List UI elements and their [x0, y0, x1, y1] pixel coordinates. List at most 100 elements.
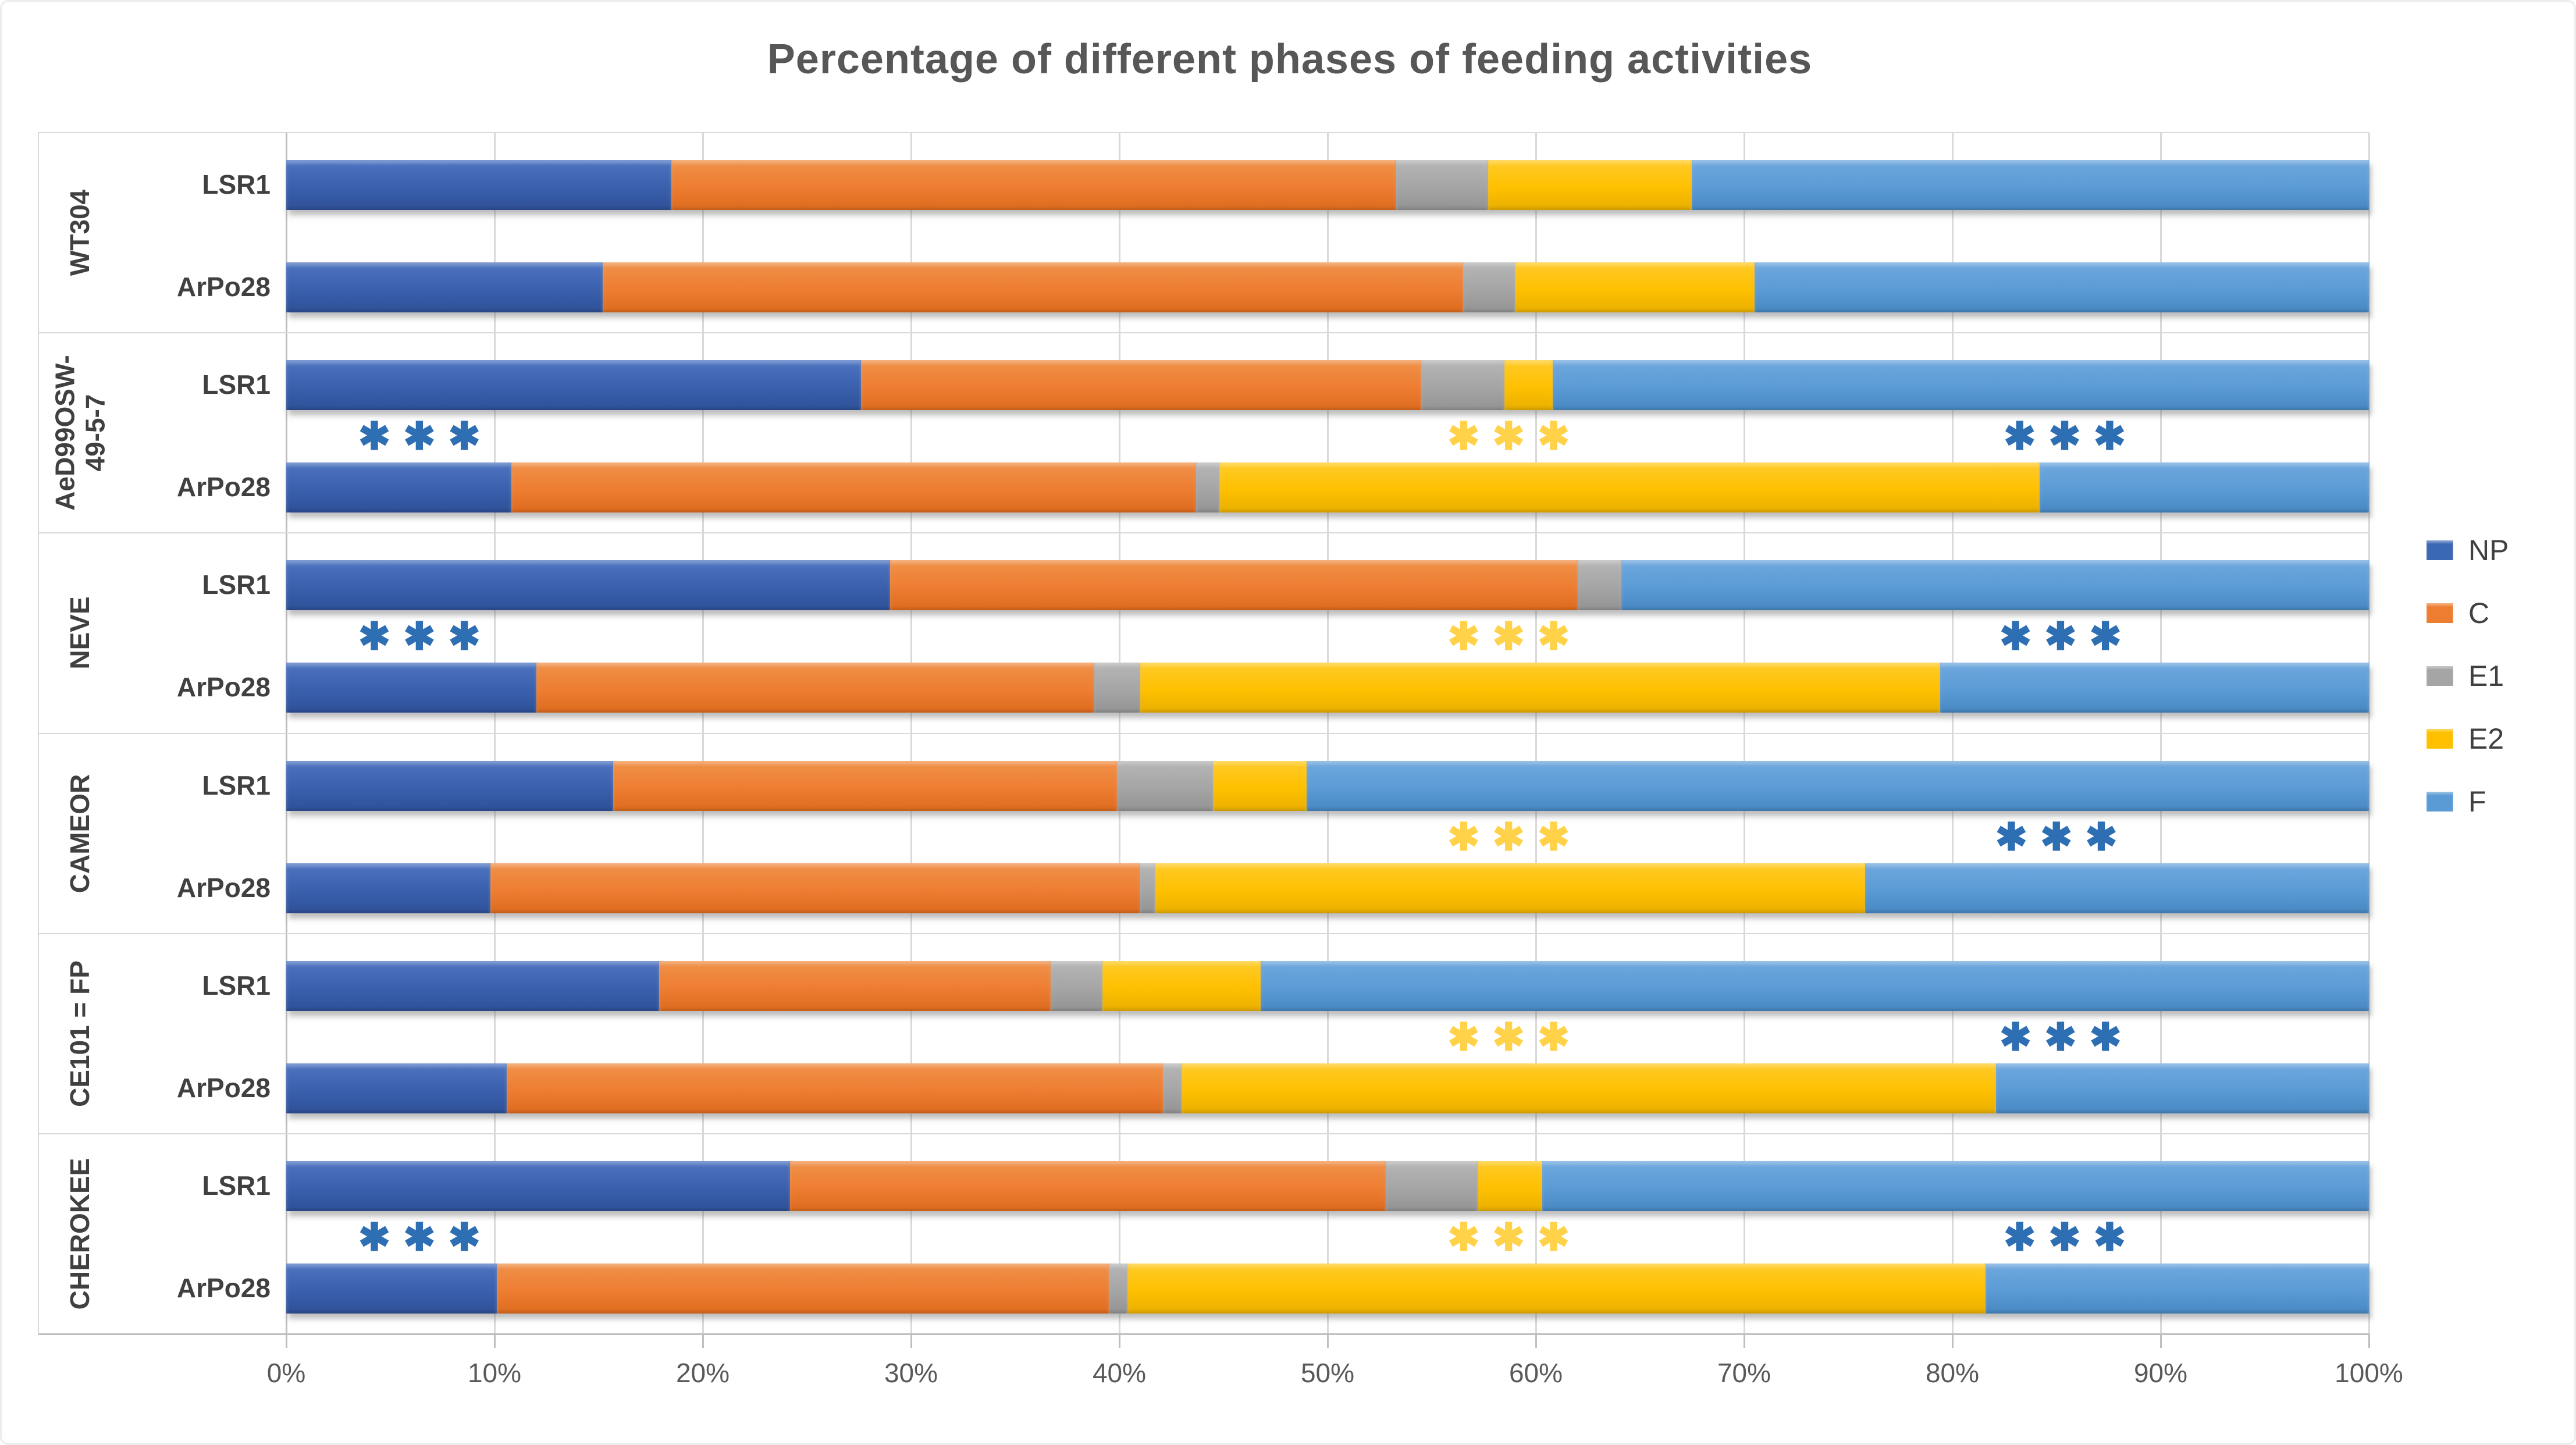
group-label-wt304: WT304 [65, 189, 95, 276]
segment-np [286, 360, 862, 411]
bar-ce101-fp-arpo28 [286, 1063, 2369, 1113]
group-label-aed99osw-49-5-7: AeD99OSW- 49-5-7 [49, 355, 110, 511]
segment-np [286, 1161, 791, 1211]
significance-stars-yellow: ✱✱✱ [1447, 614, 1583, 658]
group-separator-line [38, 1133, 2369, 1134]
segment-c [507, 1063, 1164, 1113]
bar-label-wt304-arpo28: ArPo28 [176, 272, 271, 302]
significance-stars-blue: ✱✱✱ [358, 414, 493, 458]
x-tick-label: 0% [266, 1358, 306, 1388]
segment-e1 [1109, 1263, 1128, 1314]
segment-np [286, 760, 614, 811]
segment-f [1261, 960, 2369, 1011]
segment-c [490, 863, 1140, 913]
legend-item-c: C [2426, 596, 2489, 630]
axis-tick [494, 1334, 496, 1348]
legend-item-np: NP [2426, 533, 2509, 567]
group-label-cameor: CAMEOR [65, 774, 95, 893]
gridline [2368, 133, 2370, 1334]
significance-stars-blue: ✱✱✱ [1999, 614, 2134, 658]
significance-stars-blue: ✱✱✱ [1999, 1015, 2134, 1059]
significance-stars-blue: ✱✱✱ [2004, 414, 2139, 458]
segment-f [1692, 160, 2369, 210]
label-area-border [38, 133, 39, 1334]
legend-label: NP [2468, 534, 2509, 567]
x-tick-label: 100% [2335, 1358, 2403, 1388]
segment-e1 [1094, 663, 1140, 713]
axis-tick [1327, 1334, 1329, 1348]
legend-swatch-e1 [2426, 666, 2453, 686]
legend-label: C [2468, 597, 2490, 629]
segment-np [286, 1063, 507, 1113]
group-separator-line [38, 532, 2369, 534]
segment-e2 [1504, 360, 1553, 411]
legend-label: F [2468, 785, 2486, 818]
segment-c [603, 262, 1463, 312]
bar-neve-lsr1 [286, 560, 2369, 611]
segment-f [1996, 1063, 2369, 1113]
segment-e2 [1477, 1161, 1542, 1211]
bar-cameor-arpo28 [286, 863, 2369, 913]
x-tick-label: 10% [467, 1358, 522, 1388]
segment-f [1552, 360, 2369, 411]
x-tick-label: 70% [1717, 1358, 1771, 1388]
segment-f [2040, 462, 2369, 513]
significance-stars-yellow: ✱✱✱ [1447, 414, 1583, 458]
axis-tick [2160, 1334, 2162, 1348]
bar-label-ce101-fp-lsr1: LSR1 [202, 970, 271, 1001]
segment-e2 [1154, 863, 1865, 913]
chart-title: Percentage of different phases of feedin… [767, 36, 1813, 83]
legend-item-e1: E1 [2426, 659, 2504, 693]
axis-tick [2368, 1334, 2370, 1348]
bar-label-cameor-arpo28: ArPo28 [176, 872, 271, 903]
segment-np [286, 560, 891, 611]
bar-label-neve-lsr1: LSR1 [202, 570, 271, 600]
legend-swatch-np [2426, 540, 2453, 560]
bar-wt304-lsr1 [286, 160, 2369, 210]
segment-e1 [1463, 262, 1515, 312]
segment-f [1542, 1161, 2369, 1211]
segment-e1 [1117, 760, 1214, 811]
legend-swatch-c [2426, 603, 2453, 623]
segment-e1 [1421, 360, 1505, 411]
segment-f [1986, 1263, 2369, 1314]
segment-c [536, 663, 1095, 713]
segment-np [286, 863, 490, 913]
legend-item-f: F [2426, 785, 2486, 818]
group-separator-line [38, 332, 2369, 334]
x-tick-label: 40% [1092, 1358, 1147, 1388]
bar-label-cherokee-lsr1: LSR1 [202, 1170, 271, 1201]
bar-label-ce101-fp-arpo28: ArPo28 [176, 1072, 271, 1103]
segment-e2 [1127, 1263, 1986, 1314]
segment-e2 [1102, 960, 1261, 1011]
axis-tick [910, 1334, 912, 1348]
segment-e1 [1386, 1161, 1478, 1211]
group-separator-line [38, 933, 2369, 934]
significance-stars-blue: ✱✱✱ [2004, 1215, 2139, 1259]
bar-ce101-fp-lsr1 [286, 960, 2369, 1011]
segment-f [1307, 760, 2369, 811]
segment-e1 [1140, 863, 1155, 913]
significance-stars-yellow: ✱✱✱ [1447, 1015, 1583, 1059]
bar-aed99osw-49-5-7-arpo28 [286, 462, 2369, 513]
x-tick-label: 60% [1508, 1358, 1563, 1388]
segment-c [890, 560, 1578, 611]
x-tick-label: 80% [1925, 1358, 1980, 1388]
segment-c [511, 462, 1197, 513]
segment-e2 [1488, 160, 1692, 210]
group-label-cherokee: CHEROKEE [65, 1158, 95, 1310]
bar-label-wt304-lsr1: LSR1 [202, 169, 271, 200]
bar-aed99osw-49-5-7-lsr1 [286, 360, 2369, 411]
significance-stars-yellow: ✱✱✱ [1447, 815, 1583, 858]
segment-np [286, 960, 659, 1011]
segment-e1 [1196, 462, 1219, 513]
significance-stars-blue: ✱✱✱ [358, 614, 493, 658]
segment-np [286, 1263, 497, 1314]
x-tick-label: 90% [2133, 1358, 2188, 1388]
bar-neve-arpo28 [286, 663, 2369, 713]
legend-swatch-f [2426, 792, 2453, 812]
bar-label-cherokee-arpo28: ArPo28 [176, 1272, 271, 1303]
segment-e1 [1396, 160, 1488, 210]
segment-e1 [1577, 560, 1621, 611]
